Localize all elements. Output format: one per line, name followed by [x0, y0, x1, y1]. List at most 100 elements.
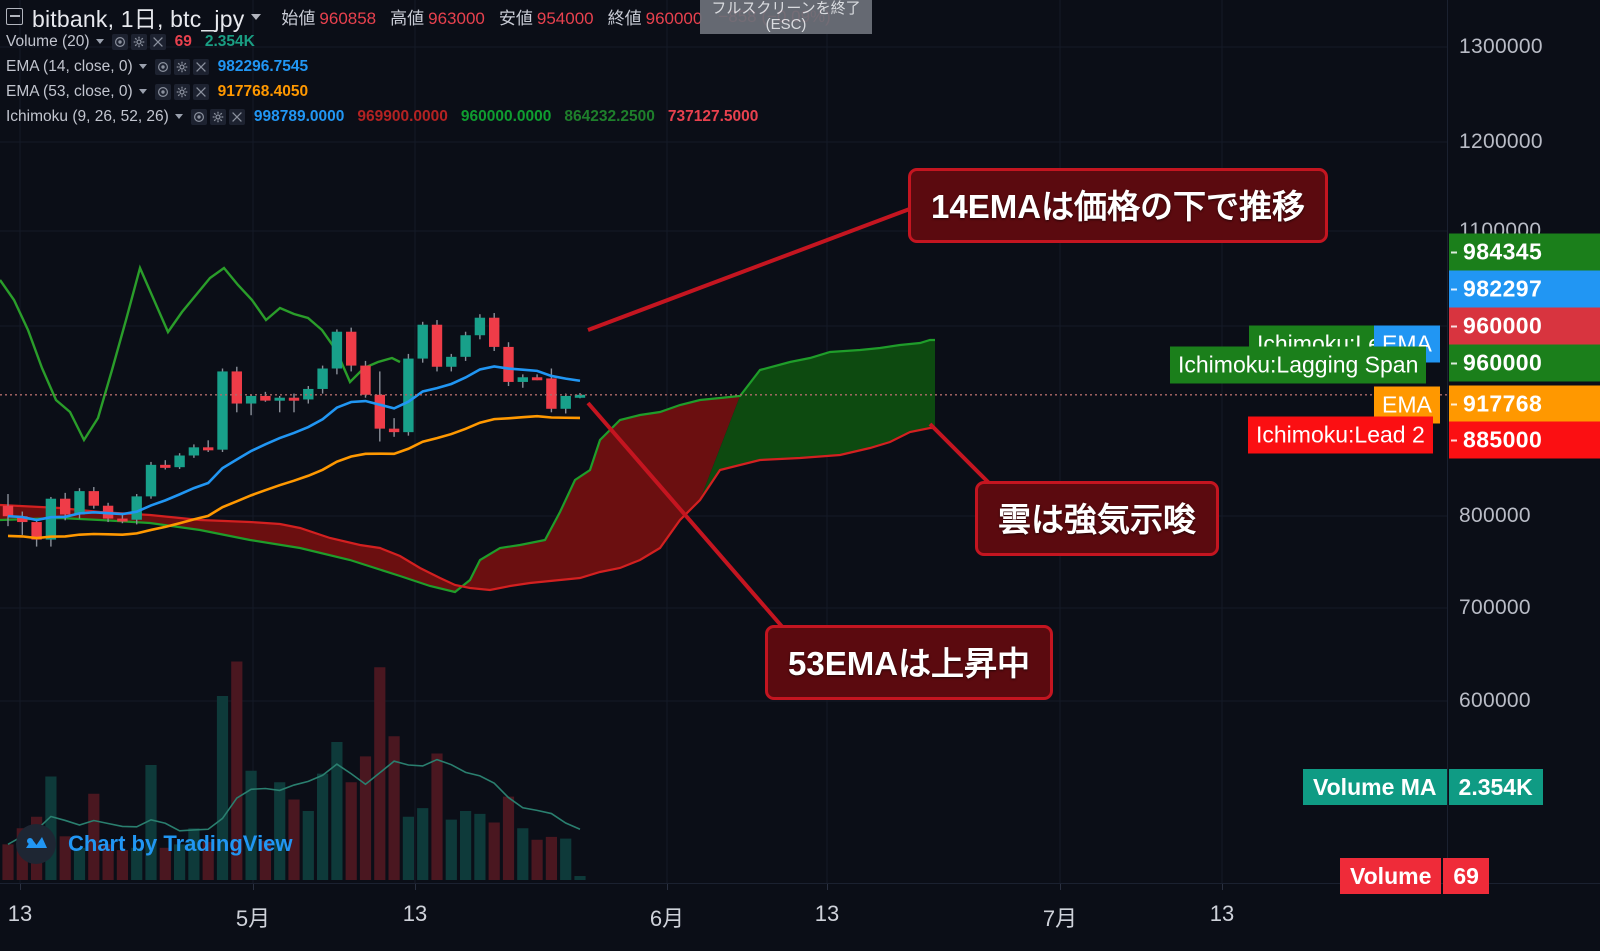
indicator-buttons: [154, 83, 209, 100]
price-axis-tick: 600000: [1459, 689, 1531, 712]
time-tick-mark: [827, 884, 828, 890]
chart-pane[interactable]: [0, 0, 1447, 883]
gear-icon[interactable]: [173, 58, 190, 75]
indicator-value: 2.354K: [204, 32, 255, 50]
fullscreen-hint-line2: (ESC): [765, 16, 807, 33]
tag-value: 2.354K: [1448, 769, 1543, 805]
page-title[interactable]: bitbank, 1日, btc_jpy: [32, 5, 245, 32]
indicator-value: 917768.4050: [217, 82, 309, 100]
tradingview-watermark: Chart by TradingView: [16, 824, 293, 864]
tag-name: Volume MA: [1303, 769, 1447, 805]
ichimoku-lagging-span-label: Ichimoku:Lagging Span: [1170, 346, 1427, 384]
ichimoku-lagging-span-price-tag: 960000: [1449, 344, 1600, 382]
close-icon[interactable]: [149, 33, 166, 50]
annotation-ema14: 14EMAは価格の下で推移: [908, 168, 1329, 243]
chart-svg: [0, 0, 1447, 883]
indicator-value: 737127.5000: [667, 107, 759, 125]
indicator-buttons: [111, 33, 166, 50]
tag-name: Volume: [1340, 858, 1442, 894]
watermark-text: Chart by TradingView: [68, 831, 293, 856]
indicator-name[interactable]: EMA (53, close, 0): [6, 82, 133, 100]
eye-icon[interactable]: [190, 108, 207, 125]
price-axis-tick: 1300000: [1459, 35, 1543, 58]
time-tick-mark: [1060, 884, 1061, 890]
candlesticks: [2, 313, 586, 547]
ema14-line: [7, 365, 581, 522]
indicator-value: 864232.2500: [564, 107, 655, 125]
ohlc-key: 始値: [281, 9, 316, 28]
indicator-row[interactable]: EMA (53, close, 0) 917768.4050: [6, 79, 831, 104]
eye-icon[interactable]: [154, 58, 171, 75]
time-tick-mark: [20, 884, 21, 890]
time-tick-mark: [253, 884, 254, 890]
indicator-value: 960000.0000: [460, 107, 552, 125]
volume-tag: Volume 69: [1340, 858, 1489, 894]
time-axis[interactable]: 13 5月 13 6月 13 7月 13: [0, 883, 1600, 951]
ohlc-value: 954000: [536, 9, 594, 28]
indicator-buttons: [154, 58, 209, 75]
collapse-icon[interactable]: [6, 8, 23, 25]
time-axis-tick: 13: [1209, 901, 1235, 926]
indicator-name[interactable]: Ichimoku (9, 26, 52, 26): [6, 107, 169, 125]
indicator-values: 998789.0000 969900.0000 960000.0000 864232.…: [254, 108, 772, 126]
time-axis-tick: 7月: [1042, 906, 1078, 931]
chevron-down-icon[interactable]: [95, 39, 104, 44]
indicator-value: 969900.0000: [357, 107, 448, 125]
indicator-row[interactable]: Volume (20) 69 2.354K: [6, 29, 831, 54]
ohlc-key: 終値: [607, 9, 642, 28]
time-axis-tick: 5月: [235, 906, 271, 931]
indicator-values: 917768.4050: [218, 83, 322, 101]
volume-ma-tag: Volume MA 2.354K: [1303, 769, 1543, 805]
close-icon[interactable]: [192, 58, 209, 75]
indicator-values: 69 2.354K: [175, 33, 268, 51]
tag-value: 69: [1443, 858, 1489, 894]
ohlc-key: 高値: [390, 9, 425, 28]
ichimoku-lead2-label: Ichimoku:Lead 2: [1248, 416, 1433, 454]
indicator-buttons: [190, 108, 245, 125]
time-axis-tick: 13: [7, 901, 33, 926]
annotation-ema53: 53EMAは上昇中: [765, 625, 1054, 700]
close-icon[interactable]: [228, 108, 245, 125]
ohlc-value: 960000: [645, 9, 703, 28]
price-axis[interactable]: 1300000 1200000 1100000 800000 700000 600000 …: [1447, 0, 1600, 883]
ema14-price-tag: 982297: [1449, 270, 1600, 308]
chevron-down-icon[interactable]: [174, 114, 183, 119]
price-axis-tick: 800000: [1459, 504, 1531, 527]
eye-icon[interactable]: [111, 33, 128, 50]
tag-dash: [1451, 325, 1457, 327]
chart-legend: bitbank, 1日, btc_jpy 始値 960858 高値 963000 安値 9…: [0, 0, 831, 129]
annotation-cloud: 雲は強気示唆: [975, 481, 1219, 556]
grid-lines: [0, 0, 1447, 883]
gear-icon[interactable]: [209, 108, 226, 125]
fullscreen-exit-hint: フルスクリーンを終了 (ESC): [700, 0, 872, 34]
time-tick-mark: [1222, 884, 1223, 890]
indicator-name[interactable]: EMA (14, close, 0): [6, 57, 133, 75]
eye-icon[interactable]: [154, 83, 171, 100]
ohlc-values: 始値 960858 高値 963000 安値 954000 終値 960000: [281, 4, 716, 29]
chevron-down-icon[interactable]: [251, 13, 262, 20]
fullscreen-hint-line1: フルスクリーンを終了: [711, 0, 861, 18]
ema53-line: [7, 414, 581, 540]
gear-icon[interactable]: [130, 33, 147, 50]
gear-icon[interactable]: [173, 83, 190, 100]
tag-dash: [1451, 362, 1457, 364]
indicator-row[interactable]: EMA (14, close, 0) 982296.7545: [6, 54, 831, 79]
tag-dash: [1451, 251, 1457, 253]
tradingview-logo-icon: [16, 824, 56, 864]
ichimoku-lead-lines: [0, 338, 935, 594]
indicator-value: 982296.7545: [217, 57, 309, 75]
indicator-row[interactable]: Ichimoku (9, 26, 52, 26) 998789.0000 96990…: [6, 104, 831, 129]
indicator-name[interactable]: Volume (20): [6, 32, 90, 50]
close-icon[interactable]: [192, 83, 209, 100]
indicator-value: 69: [174, 32, 192, 50]
indicator-rows: Volume (20) 69 2.354K EMA (14, close, 0) 982…: [6, 29, 831, 129]
price-axis-tick: 1200000: [1459, 130, 1543, 153]
chevron-down-icon[interactable]: [138, 64, 147, 69]
chevron-down-icon[interactable]: [138, 89, 147, 94]
ema53-price-tag: 917768: [1449, 385, 1600, 423]
ichimoku-lead2-price-tag: 885000: [1449, 421, 1600, 459]
ohlc-value: 960858: [319, 9, 377, 28]
time-tick-mark: [667, 884, 668, 890]
indicator-value: 998789.0000: [253, 107, 345, 125]
